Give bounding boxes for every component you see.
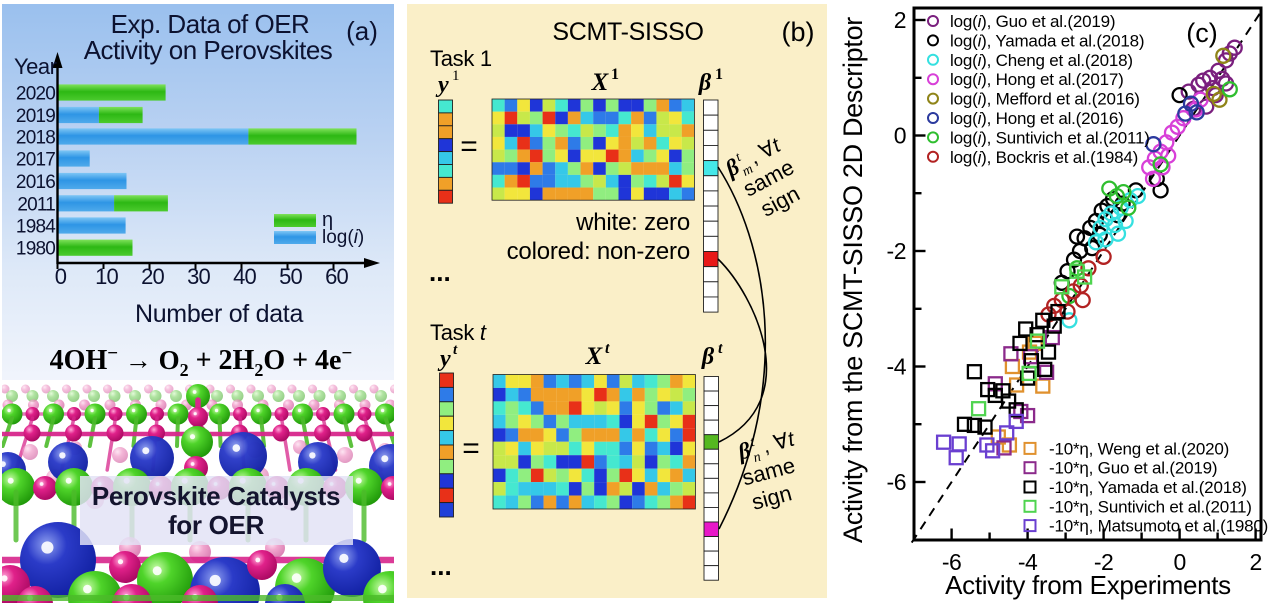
svg-text:n: n — [752, 450, 763, 466]
svg-text:-6: -6 — [942, 549, 961, 575]
svg-text:1: 1 — [611, 66, 619, 83]
svg-text:2011: 2011 — [17, 194, 55, 215]
svg-text:β: β — [701, 344, 715, 370]
svg-text:1984: 1984 — [16, 217, 56, 238]
svg-text:0: 0 — [1173, 549, 1185, 575]
svg-text:y: y — [437, 346, 451, 372]
svg-text:(c): (c) — [1186, 18, 1217, 48]
svg-text:=: = — [460, 130, 478, 163]
svg-text:1: 1 — [715, 66, 723, 83]
svg-text:40: 40 — [233, 264, 256, 289]
svg-text:Exp. Data of OER: Exp. Data of OER — [111, 9, 310, 39]
svg-text:...: ... — [430, 551, 452, 581]
svg-text:1: 1 — [452, 68, 460, 84]
svg-text:2020: 2020 — [16, 84, 55, 105]
svg-text:y: y — [435, 72, 449, 98]
svg-text:60: 60 — [325, 264, 348, 289]
svg-text:log(i), Yamada et al.(2018): log(i), Yamada et al.(2018) — [950, 31, 1144, 50]
svg-text:-10*η, Yamada et al.(2018): -10*η, Yamada et al.(2018) — [1049, 478, 1247, 497]
svg-text:X: X — [591, 69, 610, 96]
svg-text:log(i), Hong et al.(2017): log(i), Hong et al.(2017) — [950, 70, 1124, 89]
svg-text:0: 0 — [894, 123, 906, 149]
svg-text:Activity from Experiments: Activity from Experiments — [945, 570, 1231, 600]
svg-text:t: t — [733, 150, 744, 166]
svg-text:-6: -6 — [887, 469, 906, 495]
svg-text:for OER: for OER — [168, 510, 265, 540]
svg-text:t: t — [605, 340, 610, 357]
svg-text:β: β — [698, 70, 712, 96]
svg-text:log(i), Suntivich et al.(2011): log(i), Suntivich et al.(2011) — [950, 128, 1150, 147]
svg-text:log(i), Mefford et al.(2016): log(i), Mefford et al.(2016) — [950, 90, 1140, 109]
svg-text:4OH− → O2 + 2H2O + 4e−: 4OH− → O2 + 2H2O + 4e− — [50, 343, 353, 380]
svg-text:-10*η, Matsumoto et al.(1980): -10*η, Matsumoto et al.(1980) — [1049, 517, 1268, 536]
svg-text:50: 50 — [279, 264, 302, 289]
svg-text:Activity on Perovskites: Activity on Perovskites — [84, 35, 333, 65]
svg-text:30: 30 — [187, 264, 210, 289]
svg-text:...: ... — [429, 257, 451, 287]
svg-text:log(i): log(i) — [322, 227, 364, 248]
svg-text:Task t: Task t — [430, 320, 487, 345]
svg-text:=: = — [462, 432, 480, 465]
svg-text:-4: -4 — [887, 354, 907, 380]
svg-text:t: t — [749, 435, 758, 451]
svg-text:1980: 1980 — [16, 239, 55, 260]
svg-text:log(i), Bockris et al.(1984): log(i), Bockris et al.(1984) — [950, 148, 1138, 167]
svg-text:(a): (a) — [346, 16, 378, 46]
svg-text:η: η — [322, 209, 333, 231]
svg-text:Task 1: Task 1 — [430, 46, 492, 71]
svg-text:2: 2 — [894, 7, 906, 33]
svg-text:2: 2 — [1249, 549, 1261, 575]
svg-text:Perovskite Catalysts: Perovskite Catalysts — [92, 481, 340, 511]
svg-text:10: 10 — [95, 264, 118, 289]
svg-text:2018: 2018 — [16, 128, 55, 149]
svg-text:colored: non-zero: colored: non-zero — [507, 238, 690, 265]
svg-text:log(i), Cheng et al.(2018): log(i), Cheng et al.(2018) — [950, 51, 1133, 70]
svg-text:X: X — [585, 343, 604, 370]
svg-text:-10*η, Weng et al.(2020): -10*η, Weng et al.(2020) — [1049, 439, 1229, 458]
svg-text:0: 0 — [55, 264, 67, 289]
svg-text:SCMT-SISSO: SCMT-SISSO — [552, 18, 703, 46]
svg-text:t: t — [718, 340, 723, 357]
svg-text:Year: Year — [14, 54, 57, 79]
svg-text:2017: 2017 — [16, 150, 55, 171]
svg-text:-2: -2 — [1094, 549, 1113, 575]
svg-text:t: t — [453, 342, 458, 358]
svg-text:(b): (b) — [782, 17, 815, 47]
svg-text:Number of data: Number of data — [135, 300, 304, 328]
svg-text:Activity from the SCMT-SISSO 2: Activity from the SCMT-SISSO 2D Descript… — [838, 17, 868, 543]
svg-text:log(i), Hong et al.(2016): log(i), Hong et al.(2016) — [950, 109, 1124, 128]
svg-text:20: 20 — [141, 264, 164, 289]
svg-text:-2: -2 — [887, 238, 906, 264]
svg-text:-4: -4 — [1018, 549, 1038, 575]
svg-text:2016: 2016 — [16, 172, 55, 193]
svg-text:-10*η, Guo et al.(2019): -10*η, Guo et al.(2019) — [1049, 459, 1217, 478]
svg-text:white: zero: white: zero — [575, 209, 690, 236]
svg-text:2019: 2019 — [16, 106, 55, 127]
svg-text:-10*η, Suntivich et al.(2011): -10*η, Suntivich et al.(2011) — [1049, 497, 1252, 516]
svg-text:log(i), Guo et al.(2019): log(i), Guo et al.(2019) — [950, 12, 1115, 31]
